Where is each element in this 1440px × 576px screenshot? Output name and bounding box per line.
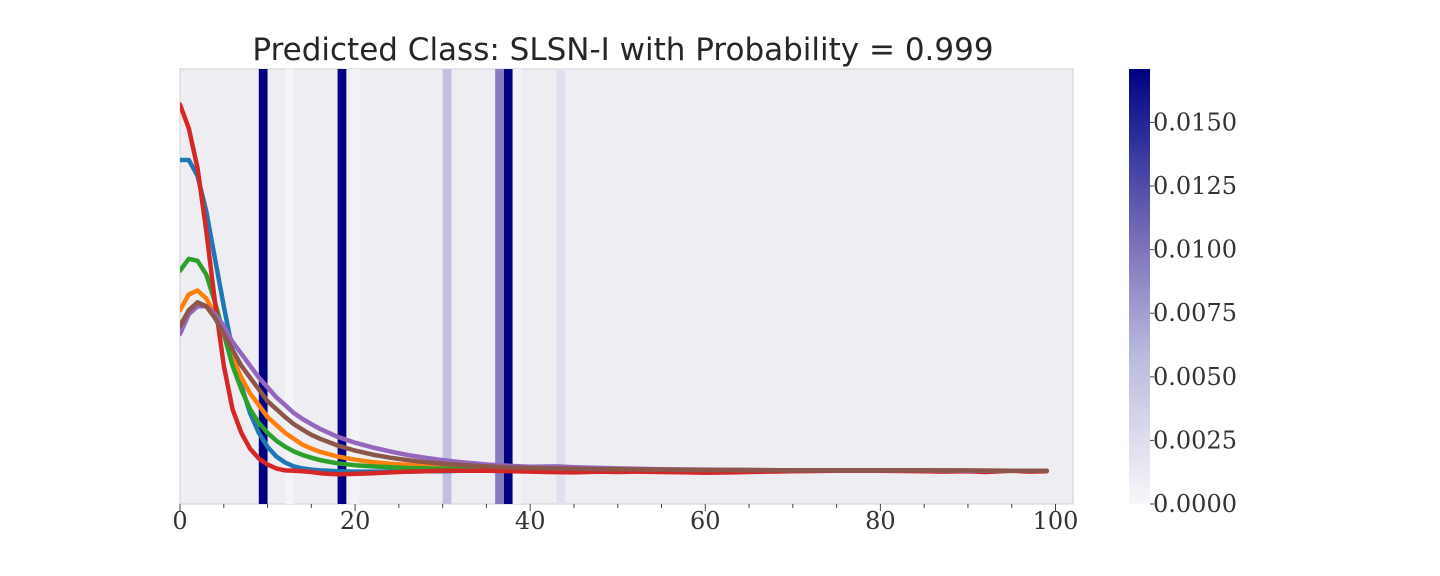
attention-band — [285, 69, 294, 504]
x-tick-label: 40 — [515, 507, 546, 535]
colorbar — [1129, 69, 1150, 504]
colorbar-ticks: 0.0000 0.0025 0.0050 0.0075 0.0100 0.0125 0.01… — [1150, 108, 1237, 518]
attention-bands — [258, 69, 566, 504]
colorbar-tick-label: 0.0000 — [1153, 490, 1237, 518]
colorbar-tick-label: 0.0125 — [1153, 172, 1237, 200]
plot-area — [179, 68, 1074, 505]
x-tick-label: 80 — [865, 507, 896, 535]
series-lines — [180, 102, 1049, 477]
colorbar-tick-label: 0.0025 — [1153, 426, 1237, 454]
attention-band — [258, 69, 268, 504]
attention-band — [350, 69, 360, 504]
attention-band — [337, 69, 347, 504]
colorbar-tick-label: 0.0100 — [1153, 236, 1237, 264]
attention-band — [556, 69, 566, 504]
attention-band — [495, 69, 504, 504]
x-tick-label: 20 — [340, 507, 371, 535]
x-tick-label: 100 — [1033, 507, 1079, 535]
attention-band — [442, 69, 452, 504]
colorbar-tick-label: 0.0050 — [1153, 363, 1237, 391]
colorbar-tick-label: 0.0150 — [1153, 108, 1237, 136]
colorbar-tick-label: 0.0075 — [1153, 299, 1237, 327]
x-axis: 0 20 40 60 80 100 — [172, 504, 1078, 535]
chart-title: Predicted Class: SLSN-I with Probability… — [252, 32, 993, 68]
series-line — [180, 300, 1049, 474]
attention-band — [512, 69, 522, 504]
x-tick-label: 60 — [690, 507, 721, 535]
attention-band — [503, 69, 513, 504]
x-tick-label: 0 — [172, 507, 187, 535]
